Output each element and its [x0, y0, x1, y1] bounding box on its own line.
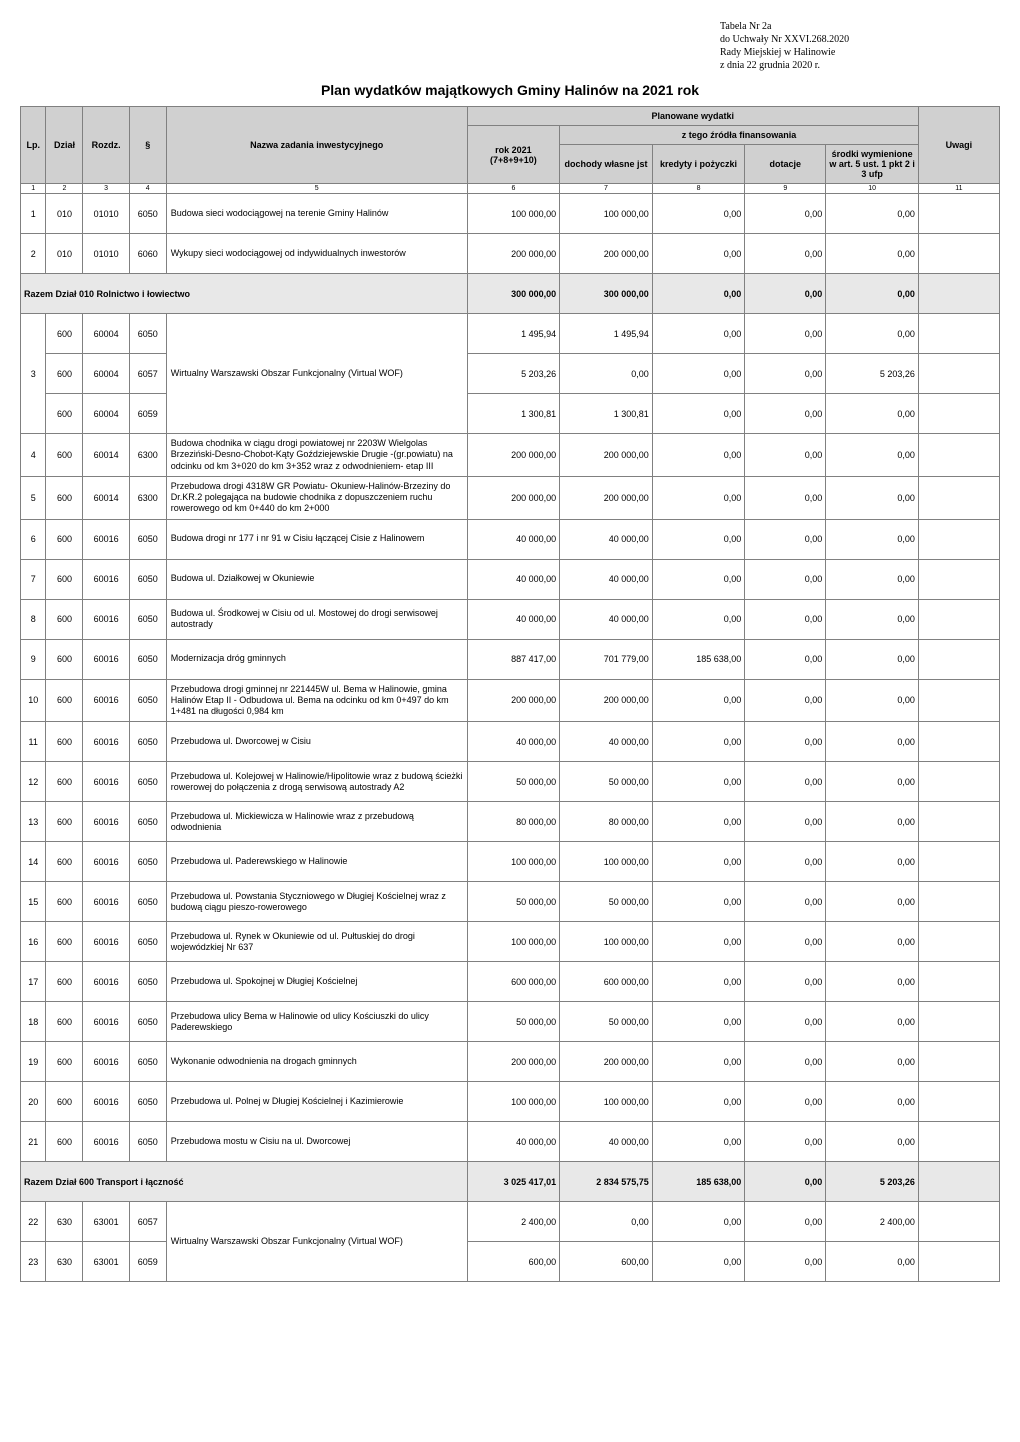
table-row: 16600600166050Przebudowa ul. Rynek w Oku…	[21, 922, 1000, 962]
table-row: 14600600166050Przebudowa ul. Paderewskie…	[21, 842, 1000, 882]
col-uwagi: Uwagi	[918, 107, 999, 184]
table-row: 8600600166050Budowa ul. Środkowej w Cisi…	[21, 599, 1000, 639]
table-row: 20600600166050Przebudowa ul. Polnej w Dł…	[21, 1082, 1000, 1122]
table-row: 9600600166050Modernizacja dróg gminnych8…	[21, 639, 1000, 679]
document-title: Plan wydatków majątkowych Gminy Halinów …	[20, 82, 1000, 98]
table-row: 21600600166050Przebudowa mostu w Cisiu n…	[21, 1122, 1000, 1162]
table-row: 22630630016057Wirtualny Warszawski Obsza…	[21, 1202, 1000, 1242]
table-row: 10600600166050Przebudowa drogi gminnej n…	[21, 679, 1000, 722]
table-row: 7600600166050Budowa ul. Działkowej w Oku…	[21, 559, 1000, 599]
table-row: 17600600166050Przebudowa ul. Spokojnej w…	[21, 962, 1000, 1002]
column-number-row: 1 2 3 4 5 6 7 8 9 10 11	[21, 184, 1000, 194]
table-row: 2 010 01010 6060 Wykupy sieci wodociągow…	[21, 234, 1000, 274]
table-row: 6600600166050Budowa drogi nr 177 i nr 91…	[21, 519, 1000, 559]
col-srodki: środki wymienione w art. 5 ust. 1 pkt 2 …	[826, 145, 919, 184]
table-row: 18600600166050Przebudowa ulicy Bema w Ha…	[21, 1002, 1000, 1042]
col-dochody: dochody własne jst	[560, 145, 653, 184]
col-kredyty: kredyty i pożyczki	[652, 145, 745, 184]
header-line-3: Rady Miejskiej w Halinowie	[720, 46, 1000, 59]
col-rok2021: rok 2021 (7+8+9+10)	[467, 126, 560, 184]
col-dotacje: dotacje	[745, 145, 826, 184]
subtotal-row-600: Razem Dział 600 Transport i łączność3 02…	[21, 1162, 1000, 1202]
col-planowane: Planowane wydatki	[467, 107, 918, 126]
header-line-2: do Uchwały Nr XXVI.268.2020	[720, 33, 1000, 46]
table-row: 3 600 60004 6050 Wirtualny Warszawski Ob…	[21, 314, 1000, 354]
table-row: 19600600166050Wykonanie odwodnienia na d…	[21, 1042, 1000, 1082]
col-rozdz: Rozdz.	[83, 107, 129, 184]
col-lp: Lp.	[21, 107, 46, 184]
document-header: Tabela Nr 2a do Uchwały Nr XXVI.268.2020…	[720, 20, 1000, 72]
table-row: 12600600166050Przebudowa ul. Kolejowej w…	[21, 762, 1000, 802]
subtotal-row-010: Razem Dział 010 Rolnictwo i łowiectwo 30…	[21, 274, 1000, 314]
col-ztego: z tego źródła finansowania	[560, 126, 919, 145]
col-dzial: Dział	[46, 107, 83, 184]
header-line-1: Tabela Nr 2a	[720, 20, 1000, 33]
header-line-4: z dnia 22 grudnia 2020 r.	[720, 59, 1000, 72]
investment-table: Lp. Dział Rozdz. § Nazwa zadania inwesty…	[20, 106, 1000, 1282]
col-par: §	[129, 107, 166, 184]
table-row: 5600600146300Przebudowa drogi 4318W GR P…	[21, 476, 1000, 519]
table-row: 1 010 01010 6050 Budowa sieci wodociągow…	[21, 194, 1000, 234]
table-row: 4600600146300Budowa chodnika w ciągu dro…	[21, 434, 1000, 477]
col-nazwa: Nazwa zadania inwestycyjnego	[166, 107, 467, 184]
table-row: 11600600166050Przebudowa ul. Dworcowej w…	[21, 722, 1000, 762]
table-row: 13600600166050Przebudowa ul. Mickiewicza…	[21, 802, 1000, 842]
table-row: 15600600166050Przebudowa ul. Powstania S…	[21, 882, 1000, 922]
